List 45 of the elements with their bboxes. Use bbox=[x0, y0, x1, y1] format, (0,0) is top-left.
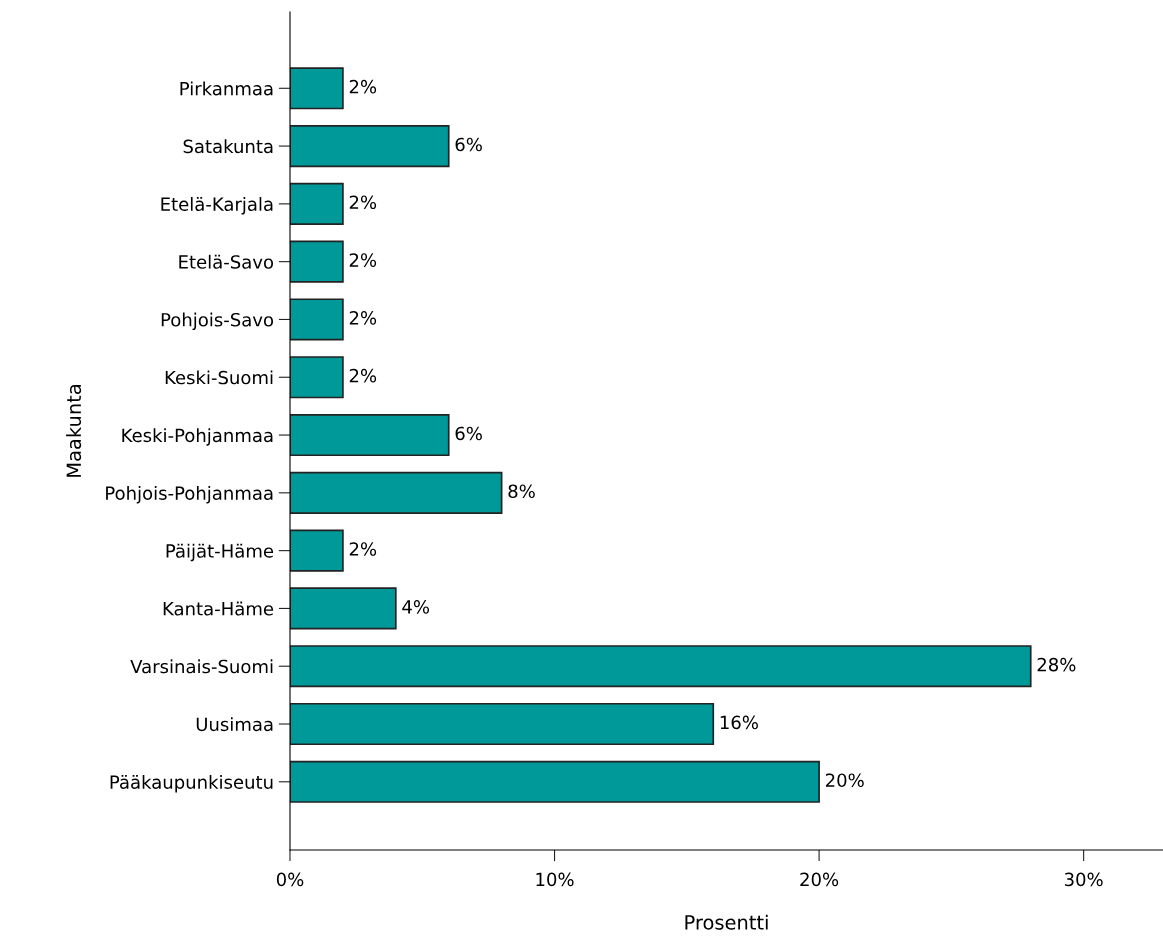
data-label: 2% bbox=[349, 79, 377, 94]
bar bbox=[290, 356, 344, 399]
bar bbox=[290, 298, 344, 341]
y-tick-label: Keski-Suomi bbox=[165, 370, 273, 385]
y-tick-label: Satakunta bbox=[183, 139, 273, 154]
x-tick-label: 10% bbox=[536, 872, 574, 887]
data-label: 16% bbox=[720, 715, 758, 730]
y-tick-label: Etelä-Savo bbox=[179, 254, 274, 269]
data-label: 6% bbox=[455, 137, 482, 152]
bar bbox=[290, 240, 344, 283]
data-label: 2% bbox=[349, 542, 377, 556]
bar bbox=[290, 471, 503, 514]
bar bbox=[290, 760, 820, 803]
data-label: 4% bbox=[402, 600, 430, 614]
bar bbox=[290, 413, 450, 457]
data-label: 2% bbox=[349, 195, 377, 210]
bar bbox=[290, 645, 1032, 688]
bar bbox=[290, 529, 344, 572]
y-axis-title: Maakunta bbox=[66, 385, 82, 477]
y-tick-label: Uusimaa bbox=[196, 717, 273, 732]
y-tick-label: Pirkanmaa bbox=[180, 81, 273, 96]
x-tick-label: 0% bbox=[276, 872, 304, 887]
data-label: 6% bbox=[455, 426, 482, 441]
data-label: 2% bbox=[349, 368, 377, 383]
data-label: 28% bbox=[1037, 657, 1076, 672]
bar bbox=[290, 587, 397, 630]
bar bbox=[290, 67, 344, 110]
y-tick-label: Pääkaupunkiseutu bbox=[110, 774, 273, 793]
bar bbox=[290, 702, 715, 746]
y-tick-label: Päijät-Häme bbox=[166, 543, 274, 562]
data-label: 20% bbox=[825, 773, 864, 788]
bar bbox=[290, 125, 450, 168]
data-label: 8% bbox=[508, 484, 535, 499]
bar bbox=[290, 182, 344, 225]
data-label: 2% bbox=[349, 311, 377, 325]
y-tick-label: Varsinais-Suomi bbox=[130, 659, 273, 674]
x-tick-label: 20% bbox=[800, 872, 839, 887]
y-tick-label: Etelä-Karjala bbox=[161, 197, 273, 215]
y-tick-label: Pohjois-Pohjanmaa bbox=[106, 485, 273, 504]
y-tick-label: Keski-Pohjanmaa bbox=[122, 428, 273, 446]
x-tick-label: 30% bbox=[1064, 872, 1103, 887]
y-tick-label: Kanta-Häme bbox=[163, 601, 274, 616]
y-tick-label: Pohjois-Savo bbox=[161, 312, 274, 331]
x-axis-title: Prosentti bbox=[685, 914, 768, 930]
data-label: 2% bbox=[349, 253, 377, 267]
